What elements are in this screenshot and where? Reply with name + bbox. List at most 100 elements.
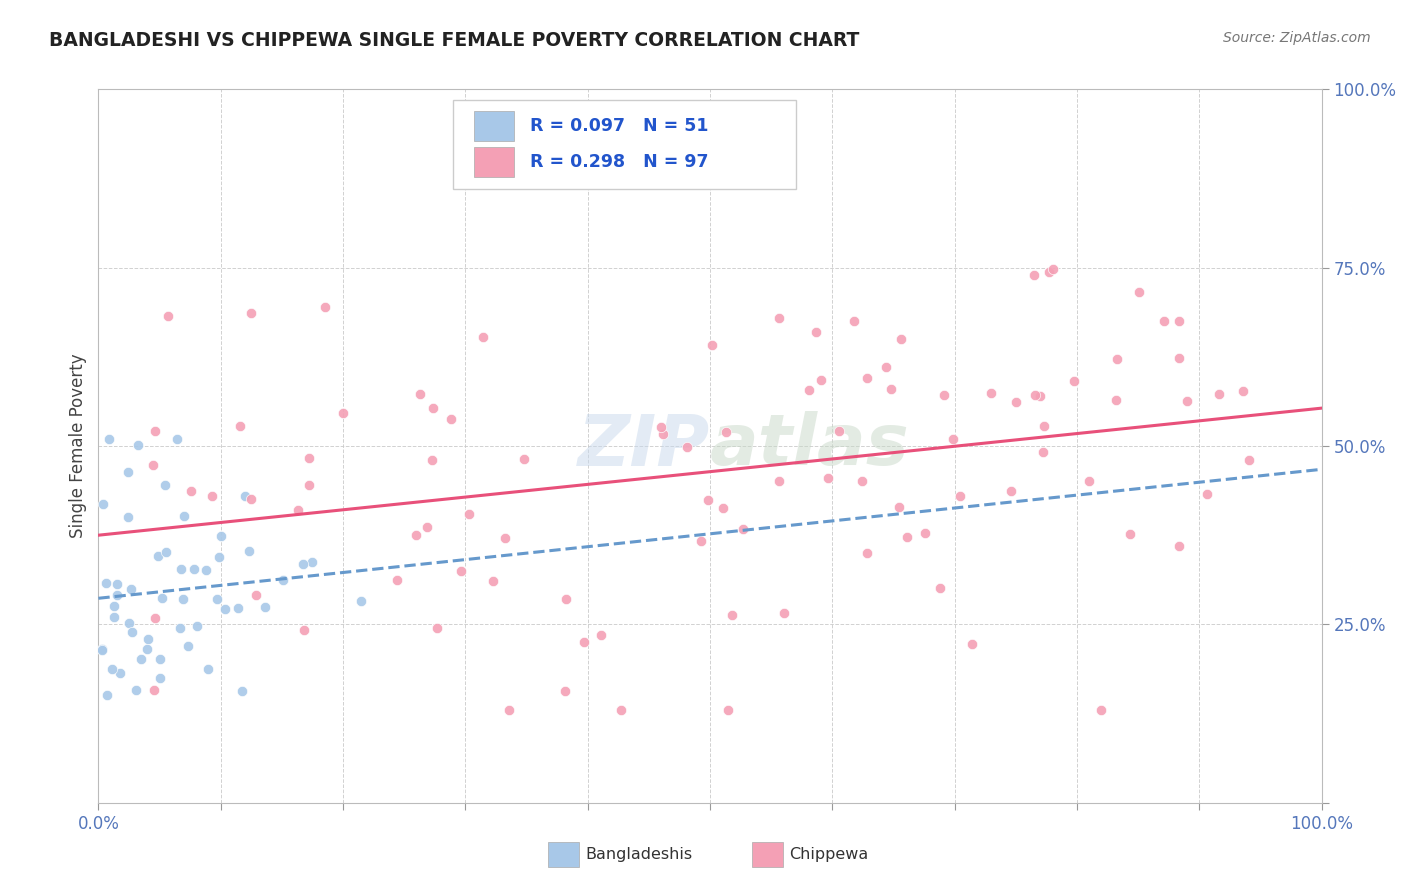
Text: BANGLADESHI VS CHIPPEWA SINGLE FEMALE POVERTY CORRELATION CHART: BANGLADESHI VS CHIPPEWA SINGLE FEMALE PO… bbox=[49, 31, 859, 50]
Point bbox=[105, 577, 128, 591]
Point bbox=[149, 652, 172, 666]
Text: R = 0.298   N = 97: R = 0.298 N = 97 bbox=[530, 153, 709, 171]
Point bbox=[1024, 388, 1046, 402]
Point bbox=[107, 588, 129, 602]
Point bbox=[1237, 453, 1260, 467]
Point bbox=[142, 683, 165, 698]
Point bbox=[555, 591, 578, 606]
Point bbox=[350, 594, 373, 608]
Point bbox=[96, 576, 118, 591]
Point bbox=[253, 599, 276, 614]
Point bbox=[716, 425, 738, 439]
Point bbox=[980, 385, 1002, 400]
FancyBboxPatch shape bbox=[474, 112, 515, 141]
Point bbox=[314, 301, 336, 315]
Point bbox=[186, 619, 208, 633]
Point bbox=[180, 483, 202, 498]
Point bbox=[948, 489, 970, 503]
Point bbox=[700, 338, 723, 352]
Point bbox=[1077, 475, 1099, 489]
Point bbox=[856, 545, 879, 559]
Point bbox=[1153, 314, 1175, 328]
Point bbox=[721, 608, 744, 623]
Point bbox=[768, 310, 790, 325]
Point bbox=[149, 671, 172, 685]
Point bbox=[851, 474, 873, 488]
Point bbox=[1168, 314, 1191, 328]
Point bbox=[1090, 703, 1112, 717]
Point bbox=[481, 574, 503, 589]
Point bbox=[554, 683, 576, 698]
Point bbox=[214, 601, 236, 615]
Point bbox=[209, 529, 232, 543]
Point bbox=[797, 383, 820, 397]
Point bbox=[817, 471, 839, 485]
Point bbox=[650, 419, 672, 434]
Point bbox=[610, 703, 633, 717]
Point bbox=[124, 683, 146, 698]
Point bbox=[828, 424, 851, 438]
Point bbox=[889, 500, 911, 514]
Text: R = 0.097   N = 51: R = 0.097 N = 51 bbox=[530, 118, 709, 136]
Point bbox=[875, 359, 897, 374]
FancyBboxPatch shape bbox=[453, 100, 796, 189]
Point bbox=[169, 621, 191, 635]
Text: Chippewa: Chippewa bbox=[789, 847, 868, 862]
Point bbox=[804, 326, 827, 340]
Point bbox=[1032, 444, 1054, 458]
Point bbox=[1029, 389, 1052, 403]
Point bbox=[228, 419, 250, 434]
Point bbox=[928, 581, 950, 595]
Point bbox=[91, 641, 114, 656]
Point bbox=[960, 637, 983, 651]
Point bbox=[194, 563, 217, 577]
Point bbox=[1175, 393, 1198, 408]
Point bbox=[292, 557, 315, 571]
Point bbox=[97, 432, 120, 446]
Point bbox=[143, 424, 166, 438]
Point bbox=[1105, 351, 1128, 366]
Point bbox=[409, 387, 432, 401]
Point bbox=[96, 688, 118, 702]
Point bbox=[150, 591, 173, 605]
Point bbox=[91, 642, 114, 657]
Point bbox=[498, 703, 520, 717]
Point bbox=[880, 382, 903, 396]
Text: Source: ZipAtlas.com: Source: ZipAtlas.com bbox=[1223, 31, 1371, 45]
Point bbox=[387, 573, 409, 587]
Point bbox=[1042, 261, 1064, 276]
Point bbox=[494, 532, 516, 546]
Text: atlas: atlas bbox=[710, 411, 910, 481]
Point bbox=[173, 508, 195, 523]
Point bbox=[228, 601, 250, 615]
FancyBboxPatch shape bbox=[474, 147, 515, 177]
Point bbox=[1005, 395, 1028, 409]
Point bbox=[287, 503, 309, 517]
Point bbox=[127, 438, 149, 452]
Point bbox=[426, 621, 449, 635]
Point bbox=[471, 330, 494, 344]
Point bbox=[239, 306, 262, 320]
Point bbox=[844, 314, 866, 328]
Point bbox=[136, 642, 159, 657]
Point bbox=[301, 555, 323, 569]
Point bbox=[271, 574, 294, 588]
Point bbox=[117, 510, 139, 524]
Point bbox=[440, 412, 463, 426]
Point bbox=[415, 520, 437, 534]
Point bbox=[1128, 285, 1150, 299]
Point bbox=[245, 588, 267, 602]
Point bbox=[572, 635, 595, 649]
Text: ZIP: ZIP bbox=[578, 411, 710, 481]
Point bbox=[450, 564, 472, 578]
Point bbox=[298, 450, 321, 465]
Point bbox=[690, 534, 713, 549]
Point bbox=[768, 475, 790, 489]
Point bbox=[239, 491, 262, 506]
Point bbox=[231, 684, 253, 698]
Point bbox=[103, 610, 125, 624]
Point bbox=[166, 432, 188, 446]
Point bbox=[458, 507, 481, 521]
Point bbox=[1000, 483, 1022, 498]
Point bbox=[91, 497, 114, 511]
